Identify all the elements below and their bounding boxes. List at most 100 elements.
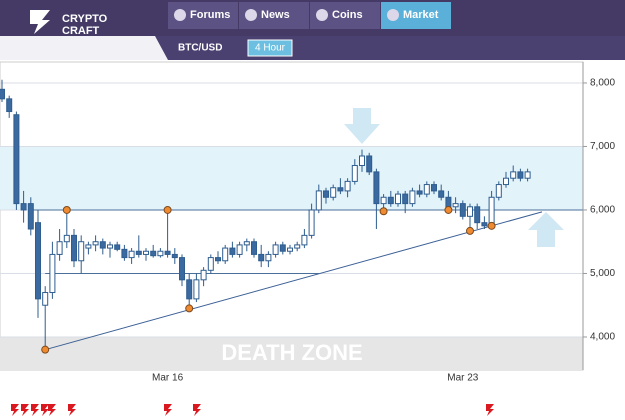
- y-tick-label: 5,000: [590, 268, 615, 279]
- marker: [41, 345, 50, 354]
- y-tick-label: 4,000: [590, 332, 615, 343]
- candle-body: [258, 253, 265, 262]
- nav-icon: [174, 9, 186, 21]
- event-icon[interactable]: [193, 404, 201, 416]
- marker: [466, 226, 474, 235]
- candle-body: [243, 241, 250, 246]
- marker: [444, 205, 453, 214]
- trend-line: [45, 211, 543, 351]
- marker: [185, 304, 194, 313]
- candle-body: [179, 257, 185, 281]
- event-icon[interactable]: [48, 404, 56, 416]
- death-zone: [0, 336, 583, 370]
- candle-body: [351, 165, 358, 182]
- nav-icon: [316, 9, 328, 21]
- timeframe[interactable]: 4 Hour: [255, 43, 286, 54]
- candle-body: [186, 279, 193, 300]
- candle-body: [467, 206, 473, 217]
- toolbar: [155, 36, 625, 60]
- candle-body: [0, 88, 5, 100]
- candle-body: [193, 279, 200, 300]
- candle-body: [27, 203, 34, 230]
- candle-body: [517, 171, 524, 179]
- candle-body: [42, 292, 49, 306]
- candle-body: [387, 196, 394, 205]
- pair: BTC/USD: [178, 43, 222, 54]
- y-tick-label: 8,000: [590, 78, 615, 89]
- marker: [163, 205, 172, 214]
- timeframe-button[interactable]: [247, 39, 293, 57]
- candle-body: [459, 203, 466, 217]
- candle-body: [107, 244, 113, 249]
- candle-body: [287, 247, 293, 252]
- nav-label[interactable]: Forums: [190, 9, 230, 21]
- arrow-up: [528, 212, 564, 247]
- candle-body: [78, 241, 85, 262]
- candle-body: [315, 190, 322, 211]
- candle-body: [323, 190, 329, 198]
- candle-body: [279, 244, 286, 252]
- candle-body: [6, 98, 13, 113]
- nav-icon: [387, 9, 399, 21]
- candle-body: [488, 196, 495, 227]
- marker: [487, 221, 496, 230]
- band: [0, 146, 583, 210]
- candle-body: [510, 171, 517, 179]
- candle-body: [200, 269, 207, 281]
- candle-body: [452, 203, 459, 208]
- nav-label[interactable]: Coins: [332, 9, 363, 21]
- candle-body: [294, 244, 301, 249]
- event-icon[interactable]: [68, 404, 76, 416]
- candle-body: [92, 241, 99, 246]
- candle-body: [431, 184, 437, 192]
- candle-body: [330, 187, 337, 198]
- y-tick-label: 7,000: [590, 141, 615, 152]
- event-icon[interactable]: [21, 404, 29, 416]
- x-tick-label: Mar 23: [447, 373, 479, 384]
- candle-body: [56, 241, 63, 255]
- candle-body: [121, 248, 128, 259]
- candle-body: [13, 114, 20, 205]
- candle-body: [128, 250, 135, 259]
- candle-body: [20, 203, 27, 211]
- logo-icon: [30, 10, 50, 34]
- logo-text: CRAFT: [62, 25, 100, 37]
- candle-body: [164, 250, 171, 255]
- candle-body: [344, 180, 351, 192]
- event-icon[interactable]: [164, 404, 172, 416]
- candle-body: [207, 257, 214, 271]
- candle-body: [481, 222, 488, 227]
- event-icon[interactable]: [31, 404, 39, 416]
- candle-body: [423, 184, 430, 195]
- nav-label[interactable]: News: [261, 9, 290, 21]
- nav-label[interactable]: Market: [403, 9, 439, 21]
- candle-body: [380, 196, 387, 205]
- candle-body: [503, 177, 509, 186]
- candle-body: [395, 193, 401, 205]
- candle-body: [524, 171, 531, 179]
- candle-body: [49, 253, 56, 294]
- event-icon[interactable]: [41, 404, 49, 416]
- candle-body: [409, 190, 416, 205]
- candle-body: [373, 171, 380, 205]
- candle-body: [171, 253, 178, 259]
- candle-body: [445, 196, 452, 208]
- candle-body: [402, 193, 409, 205]
- plot-area: [0, 61, 584, 371]
- arrow-down: [344, 108, 380, 144]
- candle-body: [474, 206, 481, 224]
- candle-body: [143, 250, 149, 255]
- candle-body: [495, 184, 502, 198]
- candle-body: [99, 241, 106, 249]
- event-icon[interactable]: [486, 404, 494, 416]
- candle-body: [265, 253, 272, 262]
- candle-body: [135, 250, 142, 255]
- x-tick-label: Mar 16: [152, 373, 184, 384]
- candle-body: [35, 222, 41, 300]
- marker: [62, 205, 71, 214]
- nav-icon: [245, 9, 257, 21]
- event-icon[interactable]: [11, 404, 19, 416]
- annotation: DEATH ZONE: [221, 340, 362, 365]
